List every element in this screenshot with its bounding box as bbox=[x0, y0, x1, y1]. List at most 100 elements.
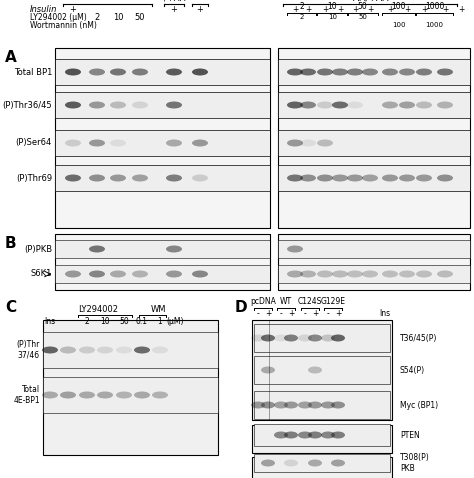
Ellipse shape bbox=[300, 271, 316, 278]
Ellipse shape bbox=[152, 347, 168, 354]
Text: +: + bbox=[197, 4, 203, 13]
Ellipse shape bbox=[132, 174, 148, 182]
Ellipse shape bbox=[134, 347, 150, 354]
FancyBboxPatch shape bbox=[55, 265, 270, 283]
Text: 0.1: 0.1 bbox=[136, 316, 148, 326]
Text: -AA: -AA bbox=[193, 0, 207, 2]
Text: 2: 2 bbox=[85, 316, 90, 326]
Ellipse shape bbox=[261, 459, 275, 467]
Text: +: + bbox=[458, 4, 464, 13]
Ellipse shape bbox=[317, 140, 333, 146]
FancyBboxPatch shape bbox=[55, 48, 270, 228]
Ellipse shape bbox=[166, 174, 182, 182]
Ellipse shape bbox=[382, 271, 398, 278]
Text: 10: 10 bbox=[113, 12, 123, 22]
Text: +: + bbox=[335, 309, 341, 318]
Ellipse shape bbox=[251, 402, 265, 409]
Ellipse shape bbox=[60, 347, 76, 354]
Ellipse shape bbox=[166, 271, 182, 278]
FancyBboxPatch shape bbox=[252, 457, 392, 478]
Ellipse shape bbox=[321, 432, 335, 438]
Ellipse shape bbox=[97, 391, 113, 399]
Ellipse shape bbox=[89, 68, 105, 76]
Ellipse shape bbox=[89, 140, 105, 146]
FancyBboxPatch shape bbox=[278, 240, 470, 258]
Text: (P)Thr
37/46: (P)Thr 37/46 bbox=[17, 340, 40, 360]
Text: +: + bbox=[442, 4, 448, 13]
Ellipse shape bbox=[89, 246, 105, 252]
Text: 10: 10 bbox=[328, 2, 337, 11]
Ellipse shape bbox=[110, 271, 126, 278]
Ellipse shape bbox=[362, 271, 378, 278]
Ellipse shape bbox=[132, 271, 148, 278]
Text: Ins: Ins bbox=[45, 316, 55, 326]
Text: +: + bbox=[292, 4, 298, 13]
Ellipse shape bbox=[317, 101, 333, 109]
Ellipse shape bbox=[437, 174, 453, 182]
FancyBboxPatch shape bbox=[55, 92, 270, 118]
Ellipse shape bbox=[110, 174, 126, 182]
Ellipse shape bbox=[437, 101, 453, 109]
FancyBboxPatch shape bbox=[55, 234, 270, 290]
Text: +: + bbox=[265, 309, 271, 318]
Text: 50: 50 bbox=[357, 2, 367, 11]
FancyBboxPatch shape bbox=[278, 92, 470, 118]
Ellipse shape bbox=[298, 402, 312, 409]
Ellipse shape bbox=[300, 68, 316, 76]
Text: 50: 50 bbox=[135, 12, 145, 22]
Ellipse shape bbox=[300, 140, 316, 146]
Ellipse shape bbox=[132, 101, 148, 109]
Text: (P)Thr36/45: (P)Thr36/45 bbox=[2, 100, 52, 109]
Ellipse shape bbox=[166, 246, 182, 252]
FancyBboxPatch shape bbox=[254, 356, 390, 384]
Ellipse shape bbox=[332, 68, 348, 76]
Ellipse shape bbox=[89, 101, 105, 109]
Text: +: + bbox=[421, 4, 427, 13]
Ellipse shape bbox=[65, 101, 81, 109]
Ellipse shape bbox=[274, 432, 288, 438]
Ellipse shape bbox=[416, 271, 432, 278]
Ellipse shape bbox=[331, 335, 345, 341]
Ellipse shape bbox=[362, 68, 378, 76]
Ellipse shape bbox=[287, 271, 303, 278]
Ellipse shape bbox=[192, 68, 208, 76]
FancyBboxPatch shape bbox=[278, 48, 470, 228]
Text: pcDNA: pcDNA bbox=[250, 297, 276, 306]
Text: 100: 100 bbox=[391, 2, 406, 11]
Text: -: - bbox=[327, 309, 329, 318]
FancyBboxPatch shape bbox=[55, 240, 270, 258]
Ellipse shape bbox=[416, 68, 432, 76]
Text: PTEN: PTEN bbox=[400, 431, 420, 439]
Text: -: - bbox=[304, 309, 306, 318]
Ellipse shape bbox=[308, 459, 322, 467]
Ellipse shape bbox=[79, 347, 95, 354]
Ellipse shape bbox=[152, 391, 168, 399]
Ellipse shape bbox=[287, 68, 303, 76]
Ellipse shape bbox=[331, 402, 345, 409]
Ellipse shape bbox=[437, 68, 453, 76]
Text: 2: 2 bbox=[299, 14, 304, 20]
Text: +: + bbox=[288, 309, 294, 318]
Text: 1: 1 bbox=[158, 316, 163, 326]
Text: Wortmannin (nM): Wortmannin (nM) bbox=[30, 21, 97, 30]
Ellipse shape bbox=[399, 174, 415, 182]
Ellipse shape bbox=[60, 391, 76, 399]
Ellipse shape bbox=[251, 335, 265, 341]
FancyBboxPatch shape bbox=[278, 130, 470, 156]
Ellipse shape bbox=[332, 271, 348, 278]
Ellipse shape bbox=[65, 68, 81, 76]
Text: LY294002: LY294002 bbox=[78, 305, 118, 315]
Text: 10: 10 bbox=[100, 316, 110, 326]
Ellipse shape bbox=[192, 140, 208, 146]
Text: WT: WT bbox=[280, 297, 292, 306]
Text: +: + bbox=[387, 4, 393, 13]
Ellipse shape bbox=[308, 432, 322, 438]
Ellipse shape bbox=[308, 335, 322, 341]
Ellipse shape bbox=[287, 140, 303, 146]
FancyBboxPatch shape bbox=[252, 320, 392, 420]
Ellipse shape bbox=[97, 347, 113, 354]
Text: -AA/+AA: -AA/+AA bbox=[351, 0, 389, 2]
Text: B: B bbox=[5, 236, 17, 251]
Ellipse shape bbox=[261, 402, 275, 409]
FancyBboxPatch shape bbox=[254, 391, 390, 419]
